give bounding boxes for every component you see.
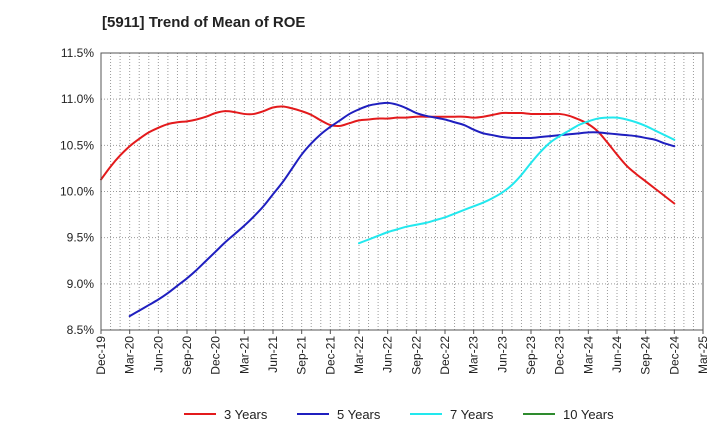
x-tick-label: Sep-23 — [524, 336, 538, 375]
series-layer — [100, 101, 676, 318]
x-tick-label: Dec-19 — [94, 336, 108, 375]
y-tick-label: 8.5% — [67, 323, 95, 337]
x-tick-label: Jun-20 — [151, 336, 165, 373]
legend-label-10-years: 10 Years — [563, 407, 614, 422]
plot-frame — [100, 52, 704, 331]
axis-layer: 8.5% 9.0% 9.5% 10.0% 10.5% 11.0% 11.5% Dec-19 Ma… — [60, 46, 710, 375]
y-tick-label: 10.5% — [60, 138, 94, 152]
x-tick-label: Mar-24 — [581, 336, 595, 374]
x-tick-label: Dec-20 — [209, 336, 223, 375]
y-tick-label: 11.0% — [61, 92, 94, 106]
x-tick-label: Dec-24 — [667, 336, 681, 375]
x-tick-label: Jun-22 — [381, 336, 395, 373]
legend-label-3-years: 3 Years — [224, 407, 268, 422]
grid-layer — [100, 52, 704, 331]
x-tick-label: Mar-22 — [352, 336, 366, 374]
x-tick-label: Dec-23 — [553, 336, 567, 375]
x-tick-label: Mar-20 — [123, 336, 137, 374]
x-tick-label: Sep-20 — [180, 336, 194, 375]
x-tick-label: Mar-25 — [696, 336, 710, 374]
legend-layer: 3 Years 5 Years 7 Years 10 Years — [184, 407, 614, 422]
y-tick-label: 10.0% — [60, 185, 94, 199]
x-tick-label: Sep-24 — [639, 336, 653, 375]
y-tick-label: 9.5% — [67, 231, 95, 245]
y-tick-label: 9.0% — [67, 277, 95, 291]
x-tick-label: Sep-21 — [295, 336, 309, 375]
series-line-3-years — [100, 105, 676, 205]
x-tick-label: Jun-23 — [495, 336, 509, 373]
x-tick-label: Mar-23 — [467, 336, 481, 374]
x-tick-label: Mar-21 — [237, 336, 251, 374]
x-tick-label: Dec-22 — [438, 336, 452, 375]
y-tick-label: 11.5% — [61, 46, 94, 60]
legend-label-5-years: 5 Years — [337, 407, 381, 422]
series-line-7-years — [358, 116, 676, 245]
chart-title: [5911] Trend of Mean of ROE — [102, 14, 306, 31]
legend-label-7-years: 7 Years — [450, 407, 494, 422]
x-tick-label: Dec-21 — [323, 336, 337, 375]
x-tick-label: Jun-24 — [610, 336, 624, 373]
series-line-5-years — [128, 101, 676, 318]
x-tick-label: Jun-21 — [266, 336, 280, 373]
x-tick-label: Sep-22 — [409, 336, 423, 375]
